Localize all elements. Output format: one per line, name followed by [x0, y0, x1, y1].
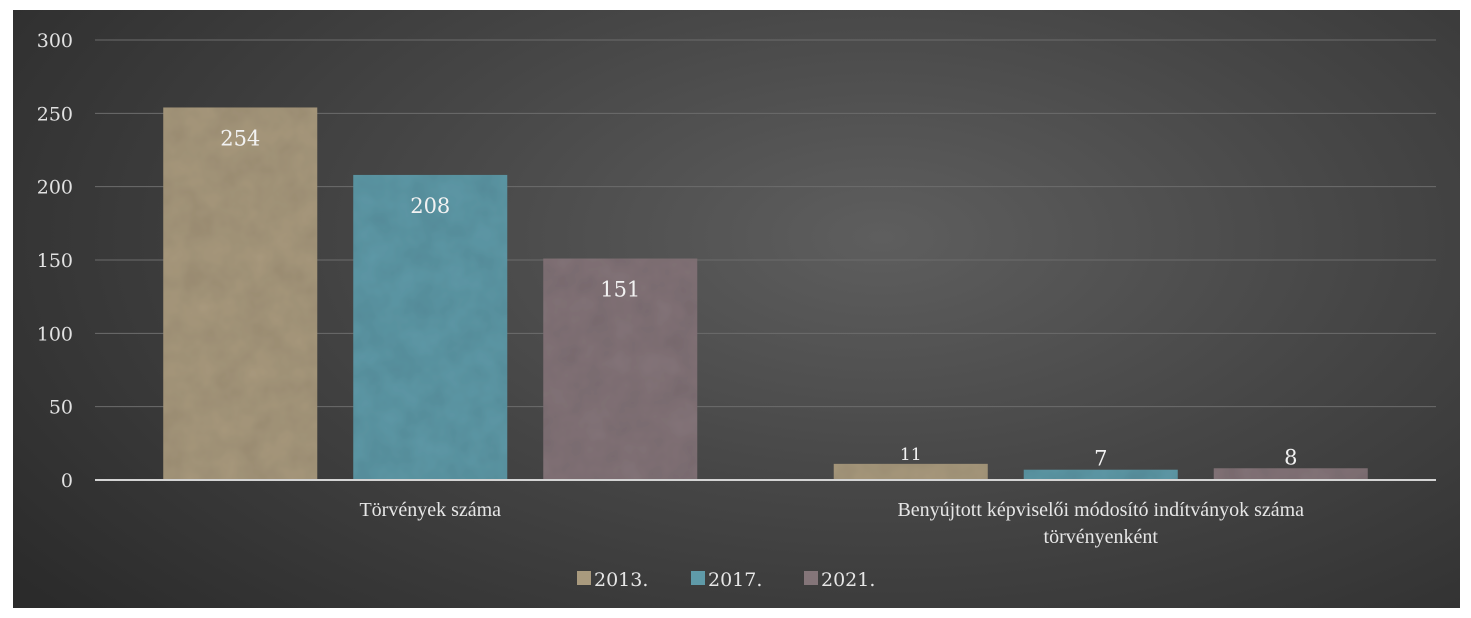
- y-axis-ticks: 0 50 100 150 200 250 300: [37, 30, 73, 492]
- legend-swatch: [804, 571, 818, 585]
- data-labels: 254 208 151 11 7 8: [220, 126, 1297, 470]
- bar-2013-1: [833, 463, 988, 480]
- bar-chart: 0 50 100 150 200 250 300 254 208 151 11 7 8 Törvény…: [37, 30, 1436, 591]
- y-tick-label: 300: [37, 30, 73, 52]
- y-tick-label: 250: [37, 103, 73, 125]
- bar-2017-1: [1023, 469, 1178, 480]
- bar-2021-0: [543, 258, 698, 480]
- data-label: 254: [220, 126, 260, 150]
- x-category-label: Benyújtott képviselői módosító indítvány…: [897, 499, 1304, 521]
- y-tick-label: 100: [37, 323, 73, 345]
- legend-label: 2021.: [821, 569, 875, 591]
- data-label: 208: [410, 194, 450, 218]
- bar-2013-0: [163, 107, 318, 480]
- y-tick-label: 200: [37, 177, 73, 199]
- y-tick-label: 50: [49, 397, 73, 419]
- legend: 2013. 2017. 2021.: [577, 569, 875, 591]
- bars: [163, 107, 1368, 480]
- bar-2021-1: [1213, 468, 1368, 480]
- legend-swatch: [577, 571, 591, 585]
- x-category-label: törvényenként: [1044, 526, 1159, 548]
- legend-label: 2017.: [708, 569, 762, 591]
- data-label: 7: [1094, 447, 1107, 471]
- gridlines: [95, 39, 1436, 408]
- data-label: 151: [600, 278, 640, 302]
- legend-swatch: [691, 571, 705, 585]
- x-category-label: Törvények száma: [359, 499, 501, 521]
- legend-label: 2013.: [594, 569, 648, 591]
- data-label: 8: [1284, 445, 1297, 469]
- chart-area: 0 50 100 150 200 250 300 254 208 151 11 7 8 Törvény…: [13, 10, 1460, 608]
- y-tick-label: 150: [37, 250, 73, 272]
- data-label: 11: [900, 445, 922, 465]
- y-tick-label: 0: [61, 470, 73, 492]
- bar-2017-0: [353, 174, 508, 480]
- category-labels: Törvények száma Benyújtott képviselői mód…: [359, 499, 1304, 548]
